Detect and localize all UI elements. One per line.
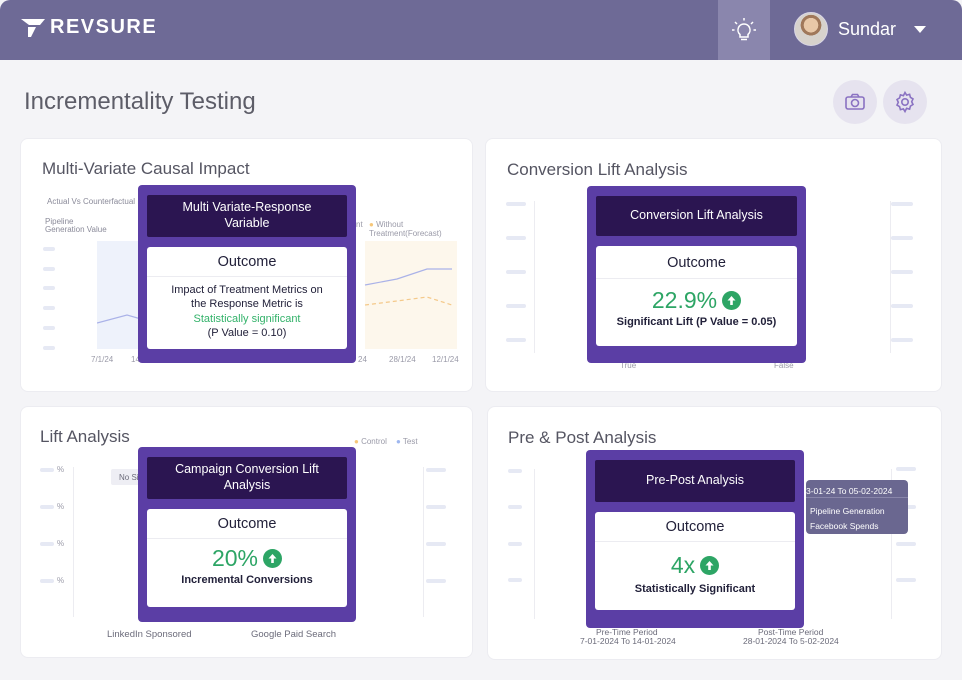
counterfactual-line-chart — [97, 241, 457, 349]
outcome-title: Outcome — [595, 512, 795, 542]
outcome-line: the Response Metric is — [191, 298, 303, 311]
x-tick: 24 — [358, 355, 367, 364]
card-title: Conversion Lift Analysis — [507, 160, 688, 179]
outcome-popup-mvci: Multi Variate-Response Variable Outcome … — [138, 185, 356, 363]
outcome-popup-conversion-lift: Conversion Lift Analysis Outcome 22.9% S… — [587, 186, 806, 363]
chart-tooltip: 3-01-24 To 05-02-2024 Pipeline Generatio… — [806, 480, 908, 534]
outcome-popup-pre-post: Pre-Post Analysis Outcome 4x Statistical… — [586, 450, 804, 628]
tooltip-date-range: 3-01-24 To 05-02-2024 — [806, 486, 893, 496]
outcome-title: Outcome — [596, 246, 797, 279]
arrow-up-circle-icon — [722, 291, 742, 310]
y-tick: % — [57, 539, 65, 548]
popup-body: Outcome 4x Statistically Significant — [595, 512, 795, 610]
lift-subtitle: Significant Lift (P Value = 0.05) — [616, 316, 777, 328]
popup-header: Conversion Lift Analysis — [596, 196, 797, 236]
camera-icon — [845, 93, 865, 110]
popup-body: Outcome 22.9% Significant Lift (P Value … — [596, 246, 797, 346]
lightbulb-icon — [732, 18, 756, 41]
outcome-title: Outcome — [147, 509, 347, 539]
outcome-line: Impact of Treatment Metrics on — [171, 284, 323, 296]
pre-period-dates: 7-01-2024 To 14-01-2024 — [580, 636, 676, 646]
post-period-label: Post-Time Period — [758, 627, 824, 637]
y-tick: % — [57, 576, 65, 585]
lift-value-text: 22.9% — [651, 287, 718, 313]
popup-body: Outcome 20% Incremental Conversions — [147, 509, 347, 607]
arrow-up-circle-icon — [700, 556, 720, 575]
pre-period-label: Pre-Time Period — [596, 627, 658, 637]
outcome-text: Impact of Treatment Metrics on the Respo… — [147, 277, 347, 340]
user-name: Sundar — [838, 18, 897, 39]
revsure-logo-icon — [21, 18, 45, 37]
x-tick: 12/1/24 — [432, 355, 459, 364]
lift-value: 20% — [147, 539, 347, 572]
x-tick: LinkedIn Sponsored — [107, 629, 192, 640]
x-tick-true: True — [620, 361, 637, 370]
card-title: Lift Analysis — [40, 427, 130, 446]
popup-header: Pre-Post Analysis — [595, 460, 795, 502]
brand-name: REVSURE — [50, 16, 158, 38]
y-axis-label: Pipeline — [45, 217, 74, 226]
y-tick: % — [57, 502, 65, 511]
popup-header: Campaign Conversion Lift Analysis — [147, 457, 347, 499]
page-title: Incrementality Testing — [24, 88, 256, 115]
significance-badge: No Si — [111, 469, 143, 485]
lift-value-text: 4x — [670, 552, 696, 578]
top-navigation-bar: REVSURE Sundar — [0, 0, 962, 60]
lift-subtitle: Incremental Conversions — [181, 574, 313, 586]
post-period-dates: 28-01-2024 To 5-02-2024 — [743, 636, 839, 646]
x-tick: 14 — [131, 355, 140, 364]
screenshot-button[interactable] — [833, 80, 877, 124]
avatar — [794, 12, 828, 46]
settings-button[interactable] — [883, 80, 927, 124]
x-tick: 7/1/24 — [91, 355, 114, 364]
revsure-logo[interactable]: REVSURE — [20, 16, 157, 39]
significance-text: Statistically significant — [193, 312, 301, 325]
legend-item-forecast: ● Without Treatment(Forecast) — [369, 220, 442, 238]
popup-header: Multi Variate-Response Variable — [147, 195, 347, 237]
chart-label: Actual Vs Counterfactual — [47, 197, 136, 206]
x-tick: 28/1/24 — [389, 355, 416, 364]
tooltip-item: Facebook Spends — [810, 521, 879, 531]
x-tick: Google Paid Search — [251, 629, 337, 640]
legend-item: nt — [356, 220, 363, 229]
x-tick-false: False — [774, 361, 794, 370]
gear-icon — [895, 90, 915, 114]
chevron-down-icon[interactable] — [914, 25, 927, 33]
p-value-text: (P Value = 0.10) — [207, 326, 287, 339]
lift-value: 22.9% — [596, 279, 797, 314]
lift-subtitle: Statistically Significant — [634, 583, 756, 595]
y-tick: % — [57, 465, 65, 474]
card-title: Multi-Variate Causal Impact — [42, 159, 250, 178]
legend-item-control: ● Control — [354, 437, 387, 446]
arrow-up-circle-icon — [263, 549, 283, 568]
y-axis-label: Generation Value — [45, 225, 107, 234]
card-multivariate-causal-impact: Multi-Variate Causal Impact Actual Vs Co… — [20, 138, 473, 392]
tooltip-item: Pipeline Generation — [810, 506, 885, 516]
outcome-popup-lift-analysis: Campaign Conversion Lift Analysis Outcom… — [138, 447, 356, 622]
outcome-title: Outcome — [147, 247, 347, 277]
insights-button[interactable] — [718, 0, 770, 60]
user-menu[interactable]: Sundar — [794, 12, 927, 46]
lift-value-text: 20% — [211, 545, 259, 571]
popup-body: Outcome Impact of Treatment Metrics on t… — [147, 247, 347, 349]
lift-value: 4x — [595, 542, 795, 579]
card-title: Pre & Post Analysis — [508, 428, 657, 447]
legend-item-test: ● Test — [396, 437, 418, 446]
